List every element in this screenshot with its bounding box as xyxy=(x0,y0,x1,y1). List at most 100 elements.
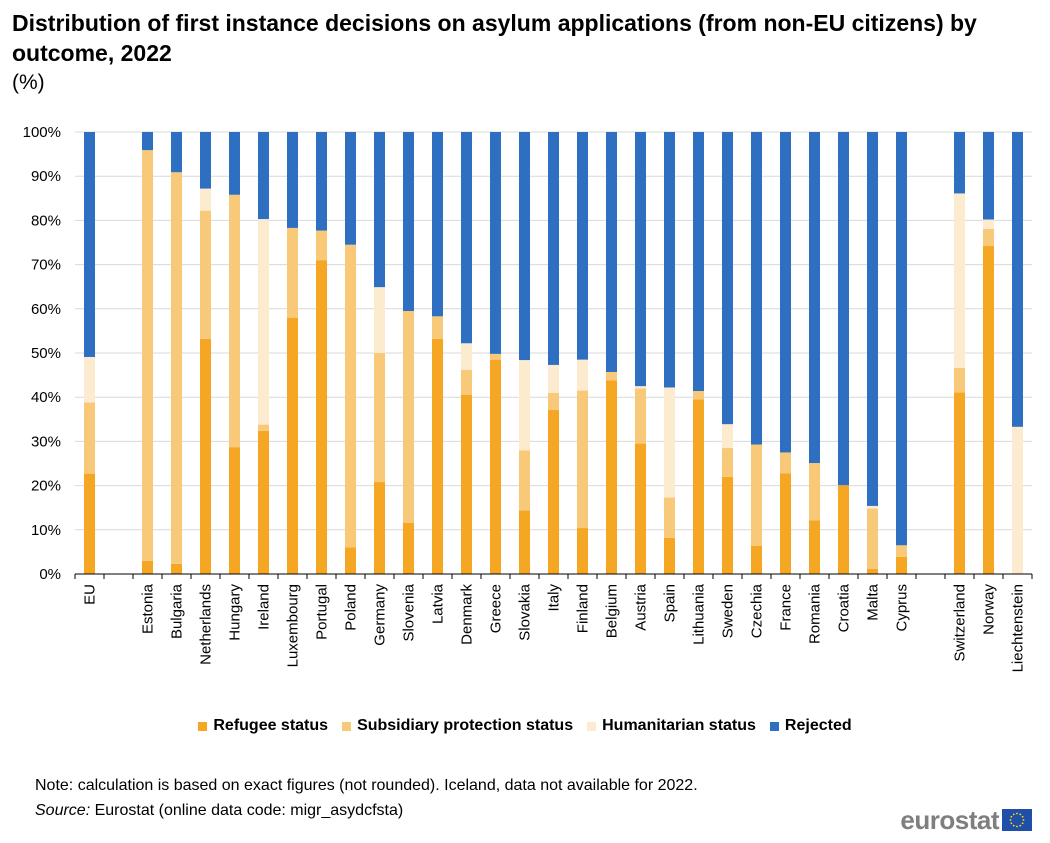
x-tick-label: Netherlands xyxy=(198,584,215,665)
chart-source: Source: Eurostat (online data code: migr… xyxy=(35,802,403,820)
bar-segment xyxy=(808,463,821,521)
x-tick-label: Sweden xyxy=(720,584,737,638)
x-tick-label: France xyxy=(778,584,795,631)
bar-segment xyxy=(83,132,96,357)
bar-segment xyxy=(982,228,995,247)
bar-segment xyxy=(170,132,183,173)
bar-segment xyxy=(692,399,705,574)
bar-segment xyxy=(141,132,154,151)
bar-segment xyxy=(83,402,96,474)
bar-segment xyxy=(663,132,676,388)
legend-label: Rejected xyxy=(784,717,852,734)
bar-segment xyxy=(547,364,560,393)
bar-segment xyxy=(808,520,821,574)
x-tick-label: Finland xyxy=(575,584,592,633)
stacked-bar-chart: 0% 10% 20% 30% 40% 50% 60% 70% 80% 90% 100% EU Esto… xyxy=(23,124,1033,672)
eu-flag-icon xyxy=(1002,809,1032,831)
x-tick-label: Belgium xyxy=(604,584,621,638)
bar-segment xyxy=(170,172,183,564)
bar-segment xyxy=(866,505,879,509)
legend-label: Refugee status xyxy=(213,717,329,734)
chart-note: Note: calculation is based on exact figu… xyxy=(35,777,698,794)
bar-segment xyxy=(605,380,618,574)
bar-segment xyxy=(547,410,560,574)
bar-segment xyxy=(808,132,821,464)
x-tick-label: Slovenia xyxy=(401,583,418,641)
source-label: Source: xyxy=(35,802,91,819)
bar-segment xyxy=(83,473,96,574)
bar-segment xyxy=(228,194,241,448)
bar-segment xyxy=(431,338,444,574)
legend-label: Subsidiary protection status xyxy=(357,717,574,734)
y-tick-label: 20% xyxy=(31,478,61,495)
y-tick-label: 0% xyxy=(39,566,61,583)
bar-segment xyxy=(257,132,270,220)
bar-segment xyxy=(228,447,241,574)
x-tick-label: Luxembourg xyxy=(285,584,302,667)
y-tick-label: 80% xyxy=(31,212,61,229)
bar-segment xyxy=(692,132,705,392)
legend-item: Refugee status xyxy=(198,717,328,735)
x-tick-label: Switzerland xyxy=(952,584,969,662)
bar-segment xyxy=(634,443,647,574)
legend-item: Rejected xyxy=(769,717,852,735)
bar-segment xyxy=(460,369,473,395)
bar-segment xyxy=(692,391,705,400)
bar-segment xyxy=(141,150,154,561)
bar-segment xyxy=(199,132,212,189)
source-text: Eurostat (online data code: migr_asydcfs… xyxy=(94,802,404,819)
y-tick-label: 40% xyxy=(31,389,61,406)
x-tick-label: Cyprus xyxy=(894,584,911,632)
chart-title: Distribution of first instance decisions… xyxy=(12,10,977,66)
bar-segment xyxy=(344,547,357,574)
bar-segment xyxy=(866,132,879,506)
bar-segment xyxy=(315,132,328,231)
bar-segment xyxy=(750,545,763,574)
x-tick-label: Spain xyxy=(662,584,679,622)
bar-segment xyxy=(460,132,473,344)
x-tick-label: Portugal xyxy=(314,584,331,640)
x-tick-label: Poland xyxy=(343,584,360,631)
bar-segment xyxy=(228,132,241,195)
logo-text: eurostat xyxy=(900,805,999,835)
x-tick-label: Norway xyxy=(981,584,998,635)
bar-segment xyxy=(576,390,589,529)
bar-segment xyxy=(837,132,850,486)
bar-segment xyxy=(634,388,647,444)
x-tick-label: Czechia xyxy=(749,583,766,638)
x-axis xyxy=(74,573,1033,579)
eurostat-logo: eurostat xyxy=(900,806,1032,834)
y-tick-label: 10% xyxy=(31,522,61,539)
bar-segment xyxy=(344,132,357,245)
bar-segment xyxy=(199,338,212,574)
bar-segment xyxy=(576,132,589,360)
bar-segment xyxy=(489,132,502,354)
bar-segment xyxy=(402,522,415,574)
bar-segment xyxy=(402,132,415,312)
y-tick-label: 70% xyxy=(31,257,61,274)
y-tick-label: 60% xyxy=(31,301,61,318)
y-tick-label: 100% xyxy=(23,124,61,141)
bar-segment xyxy=(547,132,560,365)
x-tick-label: Latvia xyxy=(430,583,447,624)
bar-segment xyxy=(663,537,676,574)
bar-segment xyxy=(605,132,618,373)
bar-segment xyxy=(953,368,966,393)
y-tick-label: 50% xyxy=(31,345,61,362)
bar-segment xyxy=(402,311,415,523)
y-tick-label: 30% xyxy=(31,433,61,450)
bar-segment xyxy=(344,244,357,548)
bar-segment xyxy=(721,448,734,477)
bar-segment xyxy=(431,316,444,339)
bar-segment xyxy=(518,450,531,511)
bar-segment xyxy=(373,353,386,483)
x-tick-label: Liechtenstein xyxy=(1010,584,1027,672)
bar-segment xyxy=(953,132,966,194)
bar-segment xyxy=(634,132,647,387)
bar-segment xyxy=(199,210,212,339)
x-tick-label: Lithuania xyxy=(691,583,708,645)
legend-swatch xyxy=(587,721,597,731)
bar-segment xyxy=(663,387,676,498)
bar-segment xyxy=(257,424,270,431)
bar-segment xyxy=(982,132,995,220)
